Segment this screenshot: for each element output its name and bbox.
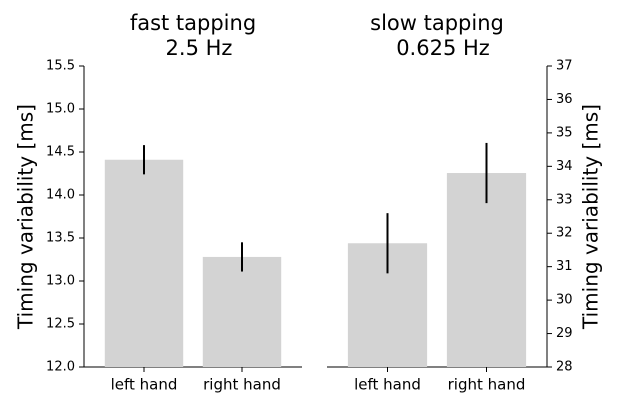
- y-tick-label: 14.5: [46, 145, 75, 160]
- y-tick-label: 34: [556, 159, 573, 174]
- y-axis-label: Timing variability [ms]: [579, 104, 603, 330]
- y-tick-label: 29: [556, 326, 573, 341]
- y-tick-label: 37: [556, 59, 573, 74]
- x-tick-label: right hand: [448, 376, 526, 394]
- chart-subtitle: 0.625 Hz: [396, 36, 490, 60]
- y-tick-label: 30: [556, 293, 573, 308]
- bar: [104, 159, 184, 367]
- y-axis-label: Timing variability [ms]: [14, 104, 38, 330]
- y-tick-label: 15.0: [46, 102, 75, 117]
- y-tick-label: 13.5: [46, 231, 75, 246]
- x-tick-label: left hand: [111, 376, 178, 394]
- y-tick-label: 12.5: [46, 317, 75, 332]
- y-tick-label: 28: [556, 360, 573, 375]
- y-tick-label: 33: [556, 192, 573, 207]
- bar: [446, 173, 527, 367]
- bar: [202, 256, 282, 367]
- chart-title: slow tapping: [370, 11, 504, 35]
- y-tick-label: 31: [556, 259, 573, 274]
- chart-title: fast tapping: [130, 11, 256, 35]
- x-tick-label: left hand: [354, 376, 421, 394]
- y-tick-label: 13.0: [46, 274, 75, 289]
- y-tick-label: 35: [556, 125, 573, 140]
- x-tick-label: right hand: [203, 376, 281, 394]
- y-tick-label: 12.0: [46, 360, 75, 375]
- y-tick-label: 36: [556, 92, 573, 107]
- y-tick-label: 15.5: [46, 59, 75, 74]
- y-tick-label: 14.0: [46, 188, 75, 203]
- chart-subtitle: 2.5 Hz: [166, 36, 233, 60]
- y-tick-label: 32: [556, 226, 573, 241]
